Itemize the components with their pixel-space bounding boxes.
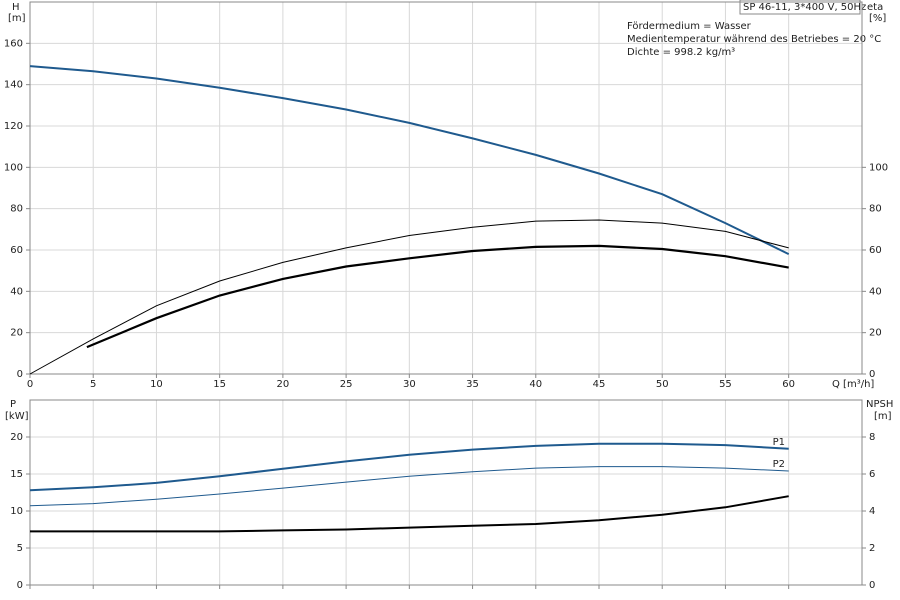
y2-tick-label: 60 bbox=[869, 245, 882, 256]
y-tick-label: 0 bbox=[17, 580, 23, 591]
series-label: P1 bbox=[773, 437, 785, 448]
y2-tick-label: 4 bbox=[869, 506, 875, 517]
x-tick-label: 60 bbox=[782, 379, 795, 390]
note: Medientemperatur während des Betriebes =… bbox=[627, 34, 881, 45]
x-tick-label: 35 bbox=[466, 379, 479, 390]
x-tick-label: 15 bbox=[213, 379, 226, 390]
y2-axis-unit: [%] bbox=[869, 13, 886, 24]
info-box-text: SP 46-11, 3*400 V, 50Hz bbox=[743, 2, 866, 13]
y-tick-label: 60 bbox=[10, 245, 23, 256]
series-line bbox=[86, 244, 789, 349]
x-tick-label: 10 bbox=[150, 379, 163, 390]
y-tick-label: 15 bbox=[10, 469, 23, 480]
y2-tick-label: 20 bbox=[869, 328, 882, 339]
y2-tick-label: 80 bbox=[869, 204, 882, 215]
y-tick-label: 80 bbox=[10, 204, 23, 215]
y-axis-label: H bbox=[12, 2, 20, 13]
info-box bbox=[739, 0, 861, 15]
y-tick-label: 160 bbox=[4, 38, 23, 49]
y-axis-label: P bbox=[10, 399, 16, 410]
y-axis-unit: [kW] bbox=[5, 411, 29, 422]
y2-tick-label: 2 bbox=[869, 543, 875, 554]
series-line bbox=[30, 495, 789, 533]
y2-axis-label: NPSH bbox=[866, 399, 893, 410]
x-axis-label: Q [m³/h] bbox=[832, 379, 874, 390]
x-tick-label: 20 bbox=[277, 379, 290, 390]
x-tick-label: 0 bbox=[27, 379, 33, 390]
note: Dichte = 998.2 kg/m³ bbox=[627, 47, 735, 58]
x-tick-label: 25 bbox=[340, 379, 353, 390]
y-tick-label: 120 bbox=[4, 121, 23, 132]
x-tick-label: 55 bbox=[719, 379, 732, 390]
series-line bbox=[29, 65, 790, 255]
y-tick-label: 100 bbox=[4, 162, 23, 173]
y-axis-unit: [m] bbox=[8, 13, 26, 24]
x-tick-label: 50 bbox=[656, 379, 669, 390]
y2-tick-label: 0 bbox=[869, 369, 875, 380]
y-tick-label: 140 bbox=[4, 80, 23, 91]
y2-tick-label: 6 bbox=[869, 469, 875, 480]
y-tick-label: 10 bbox=[10, 506, 23, 517]
series-line bbox=[29, 219, 789, 375]
series-label: P2 bbox=[773, 459, 785, 470]
y-tick-label: 5 bbox=[17, 543, 23, 554]
series-line bbox=[29, 466, 789, 507]
y-tick-label: 20 bbox=[10, 432, 23, 443]
grid-layer bbox=[29, 2, 862, 586]
y2-axis-unit: [m] bbox=[874, 411, 892, 422]
y-tick-label: 0 bbox=[17, 369, 23, 380]
series-line bbox=[29, 442, 789, 492]
x-tick-label: 5 bbox=[90, 379, 96, 390]
x-tick-label: 30 bbox=[403, 379, 416, 390]
plot-frame bbox=[29, 1, 863, 375]
x-tick-label: 45 bbox=[593, 379, 606, 390]
x-tick-label: 40 bbox=[529, 379, 542, 390]
y-tick-label: 40 bbox=[10, 286, 23, 297]
y-tick-label: 20 bbox=[10, 328, 23, 339]
y2-tick-label: 100 bbox=[869, 162, 888, 173]
plot-frame bbox=[29, 399, 863, 586]
y2-tick-label: 8 bbox=[869, 432, 875, 443]
note: Fördermedium = Wasser bbox=[627, 21, 752, 32]
y2-axis-label: eta bbox=[867, 2, 883, 13]
y2-tick-label: 40 bbox=[869, 286, 882, 297]
y2-tick-label: 0 bbox=[869, 580, 875, 591]
